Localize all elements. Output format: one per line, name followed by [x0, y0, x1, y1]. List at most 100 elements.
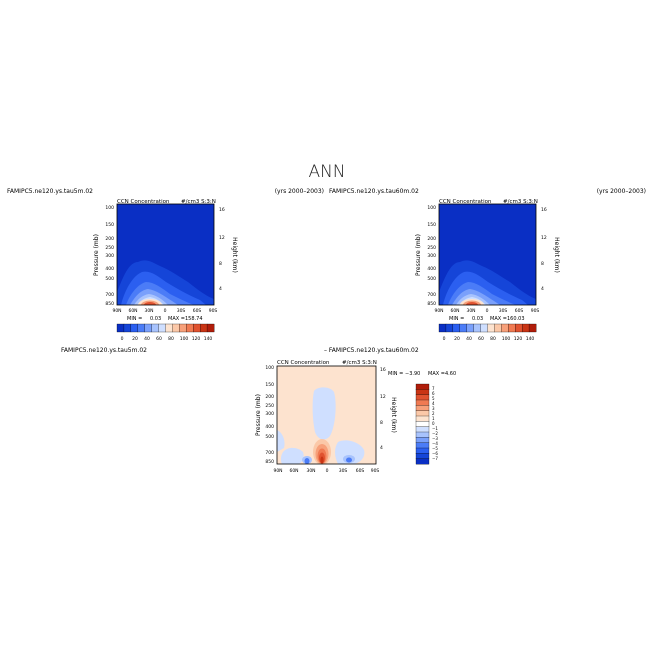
height-tick-label: 12 — [541, 235, 547, 241]
colorbar-swatch — [415, 458, 430, 465]
colorbar-tick-label: 40 — [466, 336, 472, 342]
y-tick-label: 100 — [427, 205, 436, 211]
min-value: 0.03 — [472, 316, 483, 322]
x-axis-diff: 90N 60N 30N 0 30S 60S 90S — [273, 468, 379, 474]
height-tick-label: 4 — [380, 445, 383, 451]
colorbar-left — [116, 323, 215, 333]
y-tick-label: 300 — [265, 411, 274, 417]
colorbar-swatch — [123, 323, 132, 333]
min-label: MIN = — [127, 316, 142, 322]
plot-title-diff: CCN Concentration — [277, 360, 330, 366]
minmax-left: MIN = 0.03 MAX = 158.74 — [127, 316, 203, 322]
y-tick-label: 150 — [105, 222, 114, 228]
y-tick-label: 850 — [105, 301, 114, 307]
plot-frame-diff — [276, 365, 377, 465]
colorbar-swatch — [144, 323, 152, 333]
colorbar-tick-label: −3 — [432, 436, 438, 441]
colorbar-tick-label: 100 — [180, 336, 189, 342]
max-label: MAX = — [490, 316, 507, 322]
height-tick-label: 4 — [219, 286, 222, 292]
height-tick-label: 12 — [380, 394, 386, 400]
colorbar-tick-label: 140 — [204, 336, 213, 342]
colorbar-swatch — [473, 323, 481, 333]
y-tick-label: 500 — [427, 276, 436, 282]
panel-right: FAMIPC5.ne120.ys.tau60m.02 (yrs 2000–200… — [329, 188, 646, 342]
colorbar-tick-label: 80 — [490, 336, 496, 342]
diff-label: – FAMIPC5.ne120.ys.tau60m.02 — [324, 347, 419, 354]
colorbar-tick-label: −6 — [432, 451, 438, 456]
colorbar-swatch — [466, 323, 474, 333]
colorbar-swatch — [415, 431, 430, 438]
colorbar-swatch — [116, 323, 125, 333]
height-tick-label: 4 — [541, 286, 544, 292]
colorbar-diff — [415, 383, 430, 465]
colorbar-swatch — [415, 453, 430, 460]
colorbar-tick-label: −2 — [432, 431, 438, 436]
years-label-right: (yrs 2000–2003) — [597, 188, 646, 195]
colorbar-ticks-diff: 7 6 5 4 3 2 1 0 −1 −2 −3 −4 −5 −6 −7 — [432, 386, 438, 461]
colorbar-swatch — [445, 323, 454, 333]
neg-region-1 — [312, 387, 336, 440]
y-right-axis-title-right: Height (km) — [553, 237, 560, 273]
y-axis-title-right: Pressure (mb) — [415, 234, 422, 276]
min-value: −3.90 — [405, 371, 420, 377]
colorbar-swatch — [137, 323, 146, 333]
y-right-axis-title-diff: Height (km) — [390, 397, 397, 433]
y-tick-label: 400 — [427, 266, 436, 272]
case-label-left: FAMIPC5.ne120.ys.tau5m.02 — [7, 188, 93, 195]
y-tick-label: 400 — [105, 266, 114, 272]
y-axis-right-panel-left: 16 12 8 4 — [219, 207, 225, 292]
y-tick-label: 250 — [427, 245, 436, 251]
y-tick-label: 300 — [105, 253, 114, 259]
colorbar-tick-label: −1 — [432, 426, 438, 431]
contour-level-9-right — [466, 302, 478, 305]
colorbar-swatch — [452, 323, 461, 333]
y-tick-label: 150 — [265, 382, 274, 388]
colorbar-swatch — [415, 426, 430, 433]
y-tick-label: 150 — [427, 222, 436, 228]
colorbar-swatch — [172, 323, 180, 333]
colorbar-right — [438, 323, 537, 333]
pos-region-5 — [320, 456, 324, 464]
y-tick-label: 200 — [265, 394, 274, 400]
colorbar-tick-label: 120 — [192, 336, 201, 342]
colorbar-swatch — [501, 323, 509, 333]
colorbar-swatch — [508, 323, 516, 333]
y-axis-left-panel-left: 100 150 200 250 300 400 500 700 850 — [105, 205, 114, 307]
contour-field-left — [117, 204, 214, 305]
y-tick-label: 100 — [105, 205, 114, 211]
units-left: #/cm3 S:3:N — [181, 199, 216, 205]
colorbar-tick-label: 100 — [502, 336, 511, 342]
max-value: 160.03 — [507, 316, 525, 322]
units-diff: #/cm3 S:3:N — [342, 360, 377, 366]
y-axis-right-panel-right: 16 12 8 4 — [541, 207, 547, 292]
colorbar-swatch — [515, 323, 523, 333]
height-tick-label: 16 — [380, 367, 386, 373]
colorbar-tick-label: 2 — [432, 411, 435, 416]
colorbar-swatch — [528, 323, 537, 333]
x-tick-label: 0 — [326, 468, 329, 474]
max-value: 158.74 — [185, 316, 203, 322]
x-tick-label: 90N — [434, 308, 443, 314]
max-label: MAX = — [168, 316, 185, 322]
case-label-right: FAMIPC5.ne120.ys.tau60m.02 — [329, 188, 419, 195]
x-tick-label: 30N — [144, 308, 153, 314]
y-tick-label: 500 — [265, 434, 274, 440]
colorbar-tick-label: 120 — [514, 336, 523, 342]
colorbar-tick-label: 60 — [156, 336, 162, 342]
max-label: MAX = — [428, 371, 445, 377]
colorbar-swatch — [487, 323, 495, 333]
max-value: 4.60 — [445, 371, 456, 377]
height-tick-label: 8 — [541, 261, 544, 267]
x-tick-label: 90S — [209, 308, 218, 314]
colorbar-ticks-right: 0 20 40 60 80 100 120 140 — [443, 336, 535, 342]
x-tick-label: 30N — [466, 308, 475, 314]
neg-region-6 — [304, 458, 310, 464]
x-tick-label: 60S — [193, 308, 202, 314]
colorbar-tick-label: −4 — [432, 441, 438, 446]
colorbar-tick-label: 1 — [432, 416, 435, 421]
colorbar-swatch — [438, 323, 447, 333]
contour-field-right — [439, 204, 536, 305]
colorbar-tick-label: −5 — [432, 446, 438, 451]
